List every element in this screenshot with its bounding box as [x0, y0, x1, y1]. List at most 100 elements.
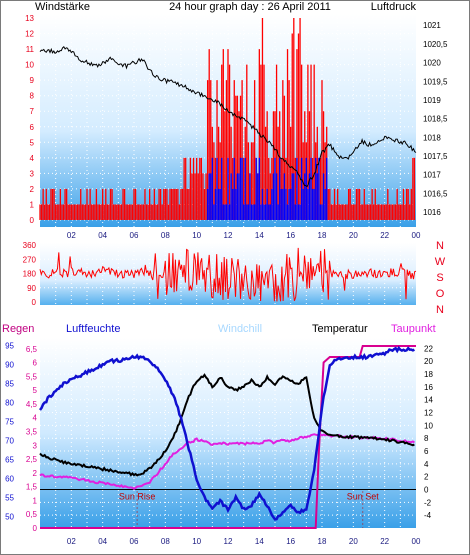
humidity-tick-label: 85 [5, 380, 14, 389]
x-tick-label: 08 [161, 231, 170, 240]
pressure-tick-label: 1017 [423, 171, 441, 180]
pressure-tick-label: 1021 [423, 21, 441, 30]
temperature-tick-label: 22 [424, 344, 433, 353]
sunset-label: Sun Set [347, 492, 380, 502]
x-tick-label: 20 [349, 537, 358, 546]
x-axis-ticks-top: 02 04 06 08 10 12 14 16 18 20 22 00 [67, 231, 421, 240]
wind-tick-label: 4 [30, 154, 35, 163]
x-tick-label: 14 [255, 537, 264, 546]
x-tick-label: 00 [412, 537, 421, 546]
humidity-tick-label: 90 [5, 361, 14, 370]
temperature-tick-label: 14 [424, 396, 433, 405]
pressure-tick-label: 1016 [423, 208, 441, 217]
dewpoint-line [39, 433, 415, 490]
compass-label: N [436, 304, 444, 316]
rain-tick-label: 2,5 [26, 455, 38, 464]
x-tick-label: 22 [380, 231, 389, 240]
direction-tick-label: 270 [23, 255, 37, 264]
temperature-tick-label: 16 [424, 383, 433, 392]
wind-tick-label: 2 [30, 185, 35, 194]
pressure-tick-label: 1017,5 [423, 152, 448, 161]
rain-tick-label: 4,5 [26, 400, 38, 409]
x-tick-label: 18 [318, 231, 327, 240]
temperature-tick-label: 20 [424, 357, 433, 366]
humidity-tick-label: 50 [5, 513, 14, 522]
wind-tick-label: 13 [25, 14, 34, 23]
rain-line [40, 345, 416, 529]
wind-tick-label: 6 [30, 123, 35, 132]
pressure-tick-label: 1018,5 [423, 115, 448, 124]
wind-tick-label: 1 [30, 200, 35, 209]
wind-direction-line [39, 247, 417, 302]
x-tick-label: 02 [67, 231, 76, 240]
x-tick-label: 18 [318, 537, 327, 546]
temperature-tick-label: -2 [424, 498, 432, 507]
temperature-tick-label: 12 [424, 409, 433, 418]
x-tick-label: 14 [255, 231, 264, 240]
rain-tick-label: 6 [33, 359, 38, 368]
compass-label: O [436, 288, 445, 300]
x-tick-label: 20 [349, 231, 358, 240]
x-tick-label: 04 [98, 231, 107, 240]
chart-title: 24 hour graph day : 26 April 2011 [169, 1, 331, 13]
x-tick-label: 22 [380, 537, 389, 546]
temperature-tick-label: 8 [424, 434, 429, 443]
humidity-tick-label: 75 [5, 418, 14, 427]
pressure-axis-ticks: 1016 1016,5 1017 1017,5 1018 1018,5 1019 1019,5… [423, 21, 448, 217]
temperature-tick-label: 18 [424, 370, 433, 379]
humidity-tick-label: 60 [5, 475, 14, 484]
rain-tick-label: 5,5 [26, 372, 38, 381]
direction-tick-label: 90 [27, 284, 36, 293]
x-tick-label: 08 [161, 537, 170, 546]
pressure-tick-label: 1019 [423, 96, 441, 105]
x-tick-label: 00 [412, 231, 421, 240]
rain-tick-label: 0 [33, 524, 38, 533]
temperature-axis-ticks: -4 -2 0 2 4 6 8 10 12 14 16 18 20 22 [424, 344, 433, 520]
wind-tick-label: 9 [30, 76, 35, 85]
x-tick-label: 12 [224, 231, 233, 240]
wind-tick-label: 7 [30, 107, 35, 116]
wind-tick-label: 10 [25, 61, 34, 70]
humidity-line [39, 345, 415, 521]
rain-tick-label: 1 [33, 496, 38, 505]
temperature-tick-label: 6 [424, 447, 429, 456]
rain-axis-ticks: 0 0,5 1 1,5 2 2,5 3 3,5 4 4,5 5 5,5 6 6,5 [26, 345, 38, 533]
direction-tick-label: 0 [32, 298, 37, 307]
temperature-tick-label: 10 [424, 421, 433, 430]
wind-tick-label: 8 [30, 92, 35, 101]
pressure-tick-label: 1020 [423, 59, 441, 68]
humidity-tick-label: 55 [5, 494, 14, 503]
x-tick-label: 04 [98, 537, 107, 546]
compass-label: W [435, 256, 446, 268]
climate-plot-area [40, 338, 416, 528]
wind-axis-title: Windstärke [35, 1, 90, 13]
rain-tick-label: 1,5 [26, 483, 38, 492]
pressure-tick-label: 1018 [423, 133, 441, 142]
legend-humidity: Luftfeuchte [66, 323, 120, 335]
x-tick-label: 10 [192, 231, 201, 240]
humidity-axis-ticks: 50 55 60 65 70 75 80 85 90 95 [5, 342, 14, 522]
direction-axis-ticks: 360 270 180 90 0 [23, 241, 37, 307]
compass-label: N [436, 240, 444, 252]
wind-tick-label: 5 [30, 138, 35, 147]
x-tick-label: 06 [130, 537, 139, 546]
humidity-tick-label: 95 [5, 342, 14, 351]
temperature-line [39, 373, 415, 477]
temperature-tick-label: 0 [424, 486, 429, 495]
rain-tick-label: 6,5 [26, 345, 38, 354]
legend-dewpoint: Taupunkt [391, 323, 436, 335]
pressure-tick-label: 1016,5 [423, 189, 448, 198]
temperature-tick-label: 4 [424, 460, 429, 469]
rain-tick-label: 5 [33, 386, 38, 395]
rain-tick-label: 3,5 [26, 427, 38, 436]
x-axis-ticks-bottom: 02 04 06 08 10 12 14 16 18 20 22 00 [67, 537, 421, 546]
legend-rain: Regen [2, 323, 34, 335]
x-tick-label: 16 [286, 537, 295, 546]
rain-tick-label: 0,5 [26, 510, 38, 519]
legend-temperature: Temperatur [312, 323, 368, 335]
direction-tick-label: 360 [23, 241, 37, 250]
wind-bars [39, 18, 416, 220]
x-tick-label: 16 [286, 231, 295, 240]
wind-tick-label: 3 [30, 169, 35, 178]
